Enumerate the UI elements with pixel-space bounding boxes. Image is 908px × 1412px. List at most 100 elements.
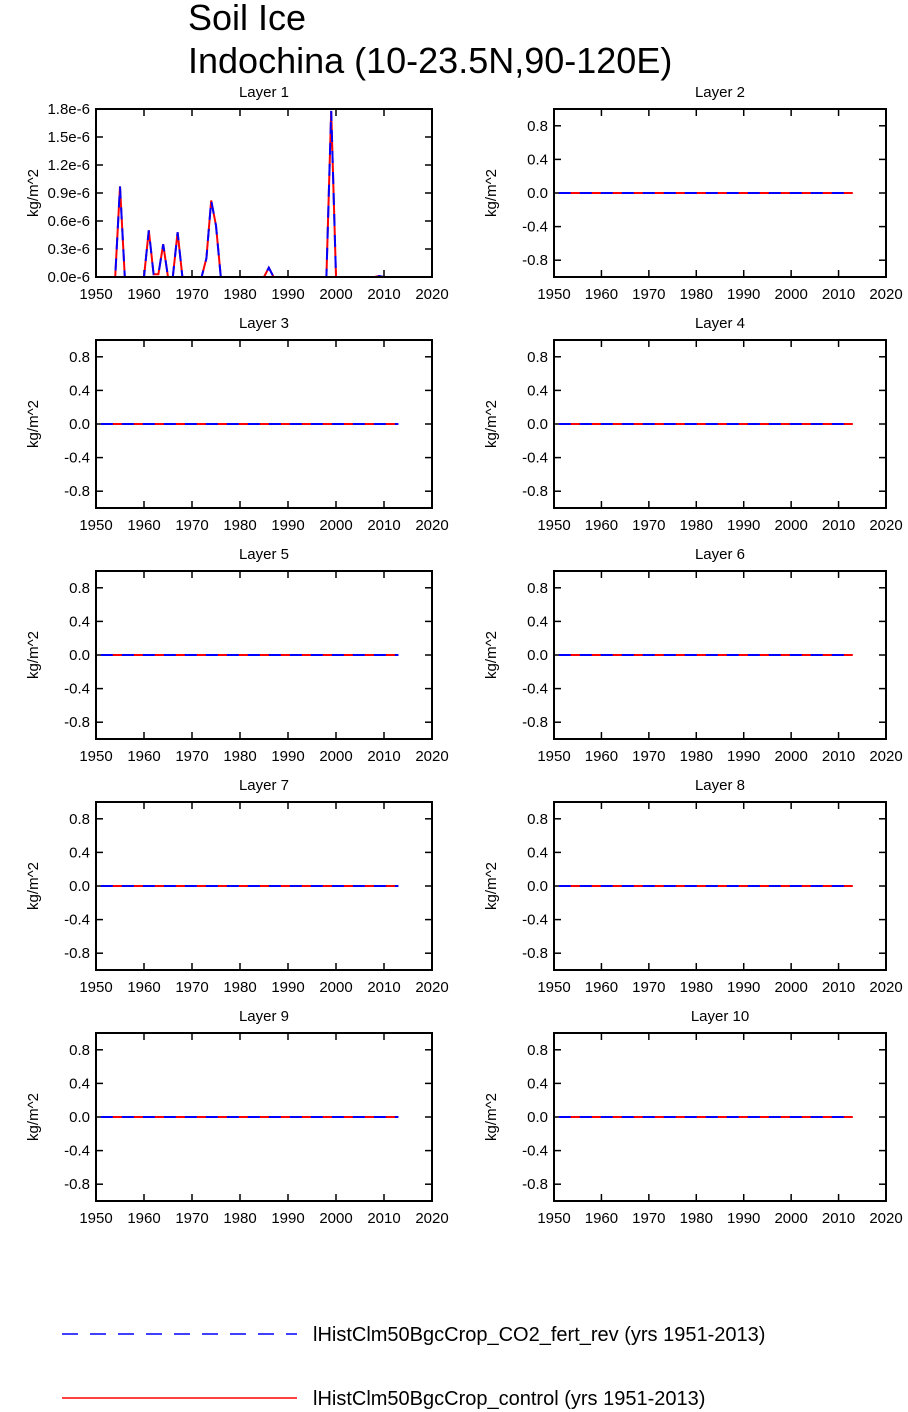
x-tick-label: 1990 (271, 517, 304, 534)
y-tick-label: 0.8 (527, 349, 548, 366)
y-tick-label: -0.8 (522, 1176, 548, 1193)
x-tick-label: 2020 (869, 1210, 902, 1227)
x-tick-label: 1980 (680, 517, 713, 534)
y-tick-label: 0.4 (69, 844, 90, 861)
x-tick-label: 1970 (632, 286, 665, 303)
x-tick-label: 2010 (367, 286, 400, 303)
y-tick-label: 0.0 (69, 647, 90, 664)
x-tick-label: 1960 (585, 1210, 618, 1227)
y-tick-label: 0.9e-6 (47, 185, 90, 202)
panel-title: Layer 9 (239, 1008, 289, 1025)
x-tick-label: 1990 (727, 748, 760, 765)
x-tick-label: 1990 (727, 1210, 760, 1227)
y-tick-label: 0.4 (527, 844, 548, 861)
y-tick-label: 1.2e-6 (47, 157, 90, 174)
x-tick-label: 1980 (223, 1210, 256, 1227)
x-tick-label: 1960 (585, 286, 618, 303)
x-tick-label: 1950 (537, 979, 570, 996)
series-line (100, 110, 399, 278)
plot-frame (553, 108, 887, 278)
panel: Layer 7 kg/m^2 -0.8 -0.4 0.0 0.4 0.8 1950 1960 19… (25, 777, 449, 996)
panel-title: Layer 7 (239, 777, 289, 794)
x-tick-label: 2010 (822, 1210, 855, 1227)
y-axis-label: kg/m^2 (25, 862, 42, 910)
x-tick-label: 1980 (223, 517, 256, 534)
y-tick-label: -0.4 (522, 1143, 548, 1160)
x-tick-label: 2010 (822, 286, 855, 303)
y-tick-label: -0.4 (64, 450, 90, 467)
x-tick-label: 1950 (79, 979, 112, 996)
legend-label: lHistClm50BgcCrop_control (yrs 1951-2013… (313, 1388, 705, 1410)
x-tick-label: 2010 (822, 517, 855, 534)
x-tick-label: 1950 (79, 748, 112, 765)
y-tick-label: 0.0 (527, 647, 548, 664)
y-tick-label: 0.6e-6 (47, 213, 90, 230)
y-tick-label: -0.8 (522, 945, 548, 962)
plot-frame (95, 108, 433, 278)
plot-frame (95, 339, 433, 509)
y-tick-label: 0.4 (69, 613, 90, 630)
panel: Layer 4 kg/m^2 -0.8 -0.4 0.0 0.4 0.8 1950 1960 19… (483, 315, 903, 534)
y-axis-label: kg/m^2 (483, 169, 500, 217)
x-tick-label: 1950 (537, 286, 570, 303)
x-tick-label: 2010 (367, 1210, 400, 1227)
x-tick-label: 1980 (680, 1210, 713, 1227)
x-tick-label: 1980 (223, 286, 256, 303)
x-tick-label: 2010 (822, 748, 855, 765)
x-tick-label: 1980 (680, 748, 713, 765)
x-tick-label: 1990 (727, 517, 760, 534)
x-tick-label: 1970 (632, 517, 665, 534)
x-tick-label: 2020 (869, 979, 902, 996)
y-tick-label: 0.0 (69, 1109, 90, 1126)
y-tick-label: 0.8 (527, 811, 548, 828)
x-tick-label: 1950 (79, 517, 112, 534)
plot-frame (95, 570, 433, 740)
panel: Layer 3 kg/m^2 -0.8 -0.4 0.0 0.4 0.8 1950 1960 19… (25, 315, 449, 534)
x-tick-label: 1980 (680, 286, 713, 303)
y-axis-label: kg/m^2 (25, 1093, 42, 1141)
y-tick-label: -0.8 (64, 714, 90, 731)
panel-title: Layer 5 (239, 546, 289, 563)
x-tick-label: 1990 (271, 748, 304, 765)
y-tick-label: 0.0 (69, 416, 90, 433)
x-tick-label: 1960 (585, 979, 618, 996)
x-tick-label: 1960 (127, 1210, 160, 1227)
y-axis-label: kg/m^2 (483, 400, 500, 448)
panel-title: Layer 3 (239, 315, 289, 332)
panel-title: Layer 8 (695, 777, 745, 794)
panel: Layer 10 kg/m^2 -0.8 -0.4 0.0 0.4 0.8 1950 1960 1… (483, 1008, 903, 1227)
x-tick-label: 2020 (869, 286, 902, 303)
x-tick-label: 1950 (537, 1210, 570, 1227)
x-tick-label: 1970 (175, 286, 208, 303)
y-axis-label: kg/m^2 (25, 169, 42, 217)
x-tick-label: 2000 (774, 1210, 807, 1227)
x-tick-label: 2000 (319, 979, 352, 996)
y-tick-label: 0.3e-6 (47, 241, 90, 258)
y-tick-label: -0.8 (522, 252, 548, 269)
y-tick-label: -0.4 (64, 1143, 90, 1160)
x-tick-label: 2020 (415, 517, 448, 534)
x-tick-label: 1970 (632, 748, 665, 765)
figure-subtitle: Indochina (10-23.5N,90-120E) (188, 40, 672, 81)
x-tick-label: 1970 (175, 979, 208, 996)
y-tick-label: 0.0e-6 (47, 269, 90, 286)
x-tick-label: 1960 (585, 517, 618, 534)
panel-title: Layer 4 (695, 315, 745, 332)
y-tick-label: -0.4 (522, 912, 548, 929)
y-tick-label: 0.8 (527, 1042, 548, 1059)
x-tick-label: 1950 (537, 748, 570, 765)
y-tick-label: -0.4 (522, 681, 548, 698)
x-tick-label: 1950 (79, 286, 112, 303)
panel: Layer 5 kg/m^2 -0.8 -0.4 0.0 0.4 0.8 1950 1960 19… (25, 546, 449, 765)
plot-frame (553, 801, 887, 971)
x-tick-label: 1980 (680, 979, 713, 996)
y-axis-label: kg/m^2 (25, 400, 42, 448)
x-tick-label: 2020 (869, 748, 902, 765)
panel-title: Layer 10 (691, 1008, 749, 1025)
x-tick-label: 1970 (632, 1210, 665, 1227)
x-tick-label: 1970 (175, 1210, 208, 1227)
panel-title: Layer 6 (695, 546, 745, 563)
y-tick-label: 0.8 (69, 1042, 90, 1059)
